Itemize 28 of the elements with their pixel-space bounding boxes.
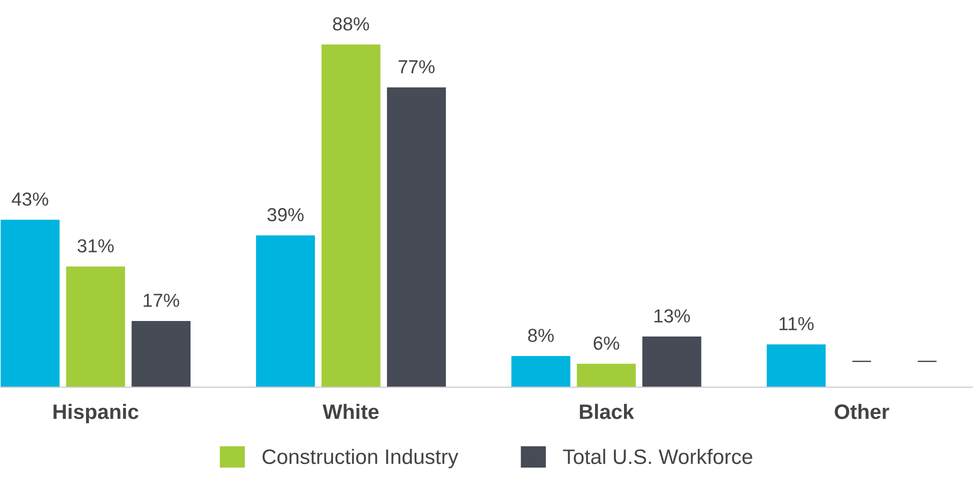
data-label: 31% [78,239,114,252]
data-label: 13% [654,309,690,323]
x-tick-label: White [322,404,379,420]
bar [766,344,826,388]
bar [642,336,702,388]
bar [386,87,446,388]
x-tick-label: Hispanic [54,404,138,424]
data-label: 39% [267,208,304,222]
legend-label: Construction Industry [262,448,458,468]
data-label: 8% [528,328,554,342]
bar [256,235,315,388]
x-tick-label: Other [834,404,890,420]
data-label: 77% [398,60,435,74]
bar [576,364,636,388]
data-label: 88% [333,17,370,31]
bar [0,220,60,388]
legend-label: Total U.S. Workforce [562,448,752,464]
bar [132,320,191,388]
bar [321,44,380,388]
data-label: 43% [12,192,48,206]
x-tick-label: Black [580,404,634,420]
data-label: 6% [594,336,620,350]
text: — [852,360,872,362]
bar [66,266,126,388]
data-label: 11% [780,317,814,330]
data-label: 17% [144,294,180,307]
text: — [918,360,937,362]
bar [511,356,570,388]
